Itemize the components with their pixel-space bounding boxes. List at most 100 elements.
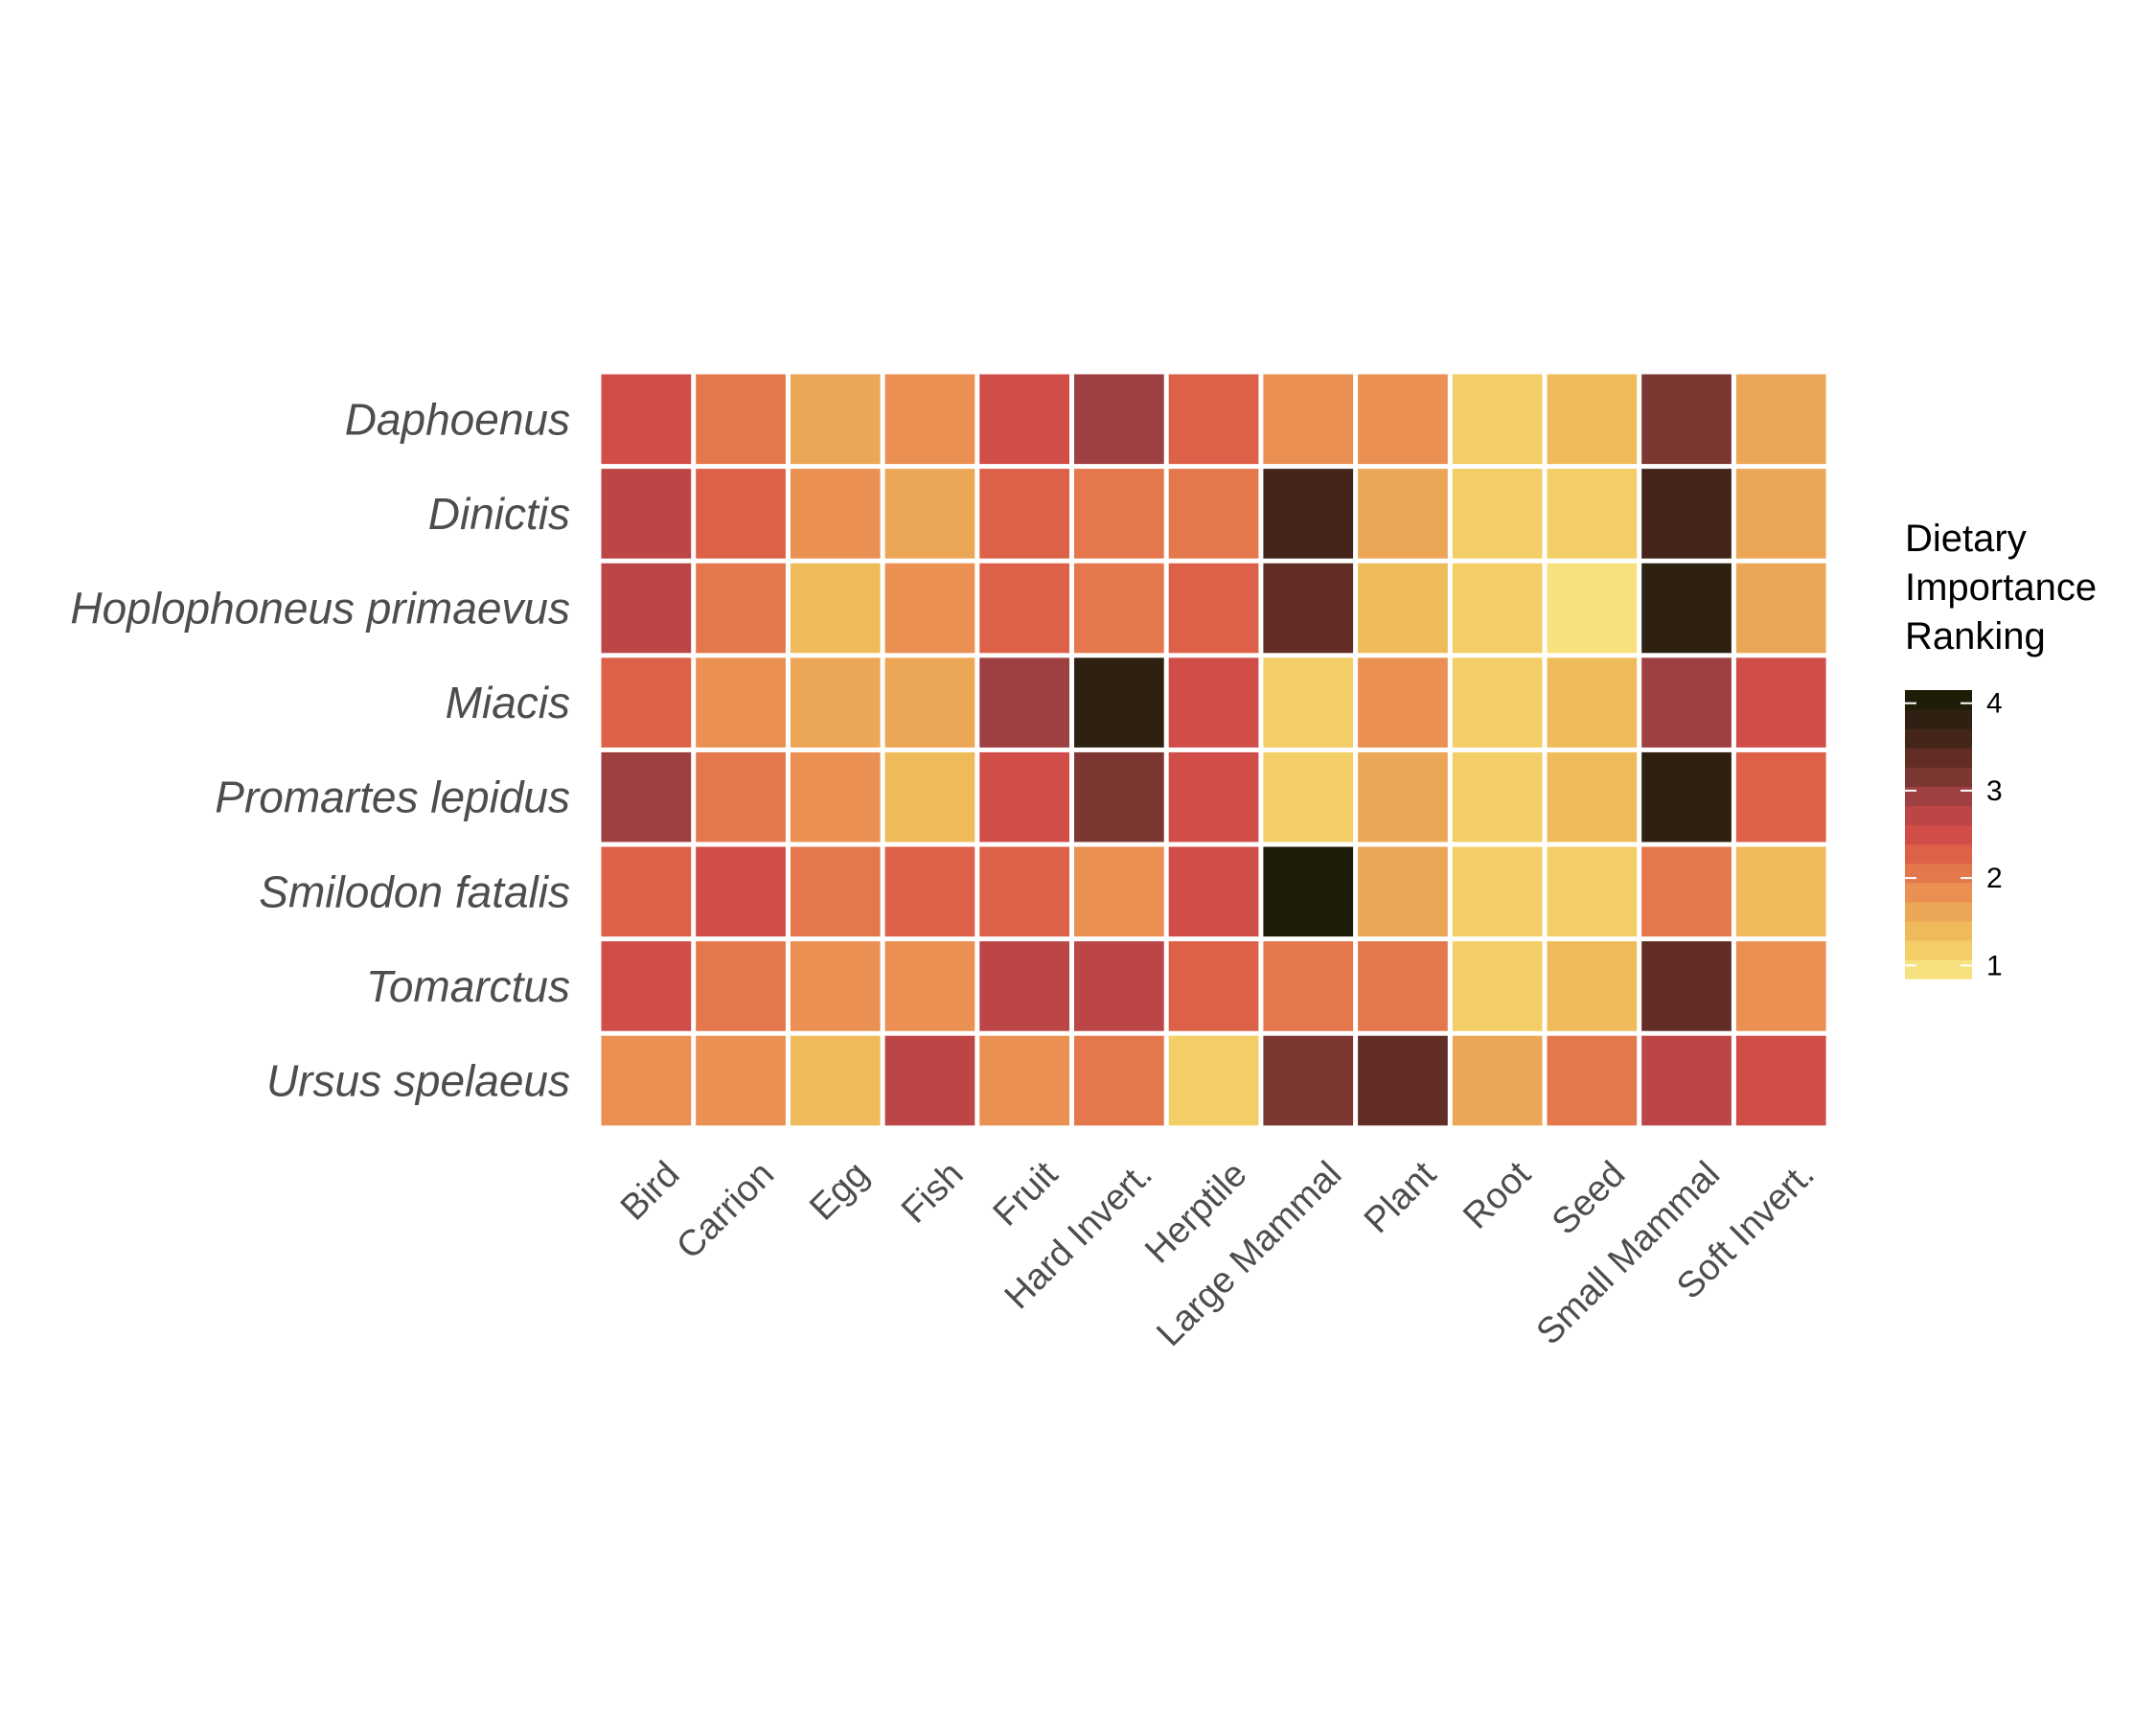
heatmap-cell-miacis-hard-invert (1074, 657, 1164, 748)
colorbar-band (1905, 767, 1972, 787)
colorbar-band (1905, 805, 1972, 826)
heatmap-cell-daphoenus-root (1452, 374, 1543, 465)
heatmap-cells (601, 374, 1826, 1126)
colorbar-legend: Dietary Importance Ranking 1 2 3 4 (1905, 518, 2097, 981)
colorbar-band (1905, 901, 1972, 922)
heatmap-cell-smilodon-fatalis-fruit (979, 846, 1069, 937)
colorbar-tick-label-1: 1 (1986, 950, 2003, 981)
colorbar-band (1905, 786, 1972, 806)
column-label-bird: Bird (613, 1154, 687, 1228)
row-labels: Daphoenus Dinictis Hoplophoneus primaevus M… (70, 394, 570, 1105)
heatmap-cell-smilodon-fatalis-soft-invert (1735, 846, 1826, 937)
heatmap-cell-dinictis-root (1452, 469, 1543, 559)
colorbar-bands (1905, 690, 1972, 980)
row-label-ursus-spelaeus: Ursus spelaeus (266, 1056, 570, 1106)
heatmap-cell-ursus-spelaeus-fish (884, 1035, 975, 1126)
heatmap-cell-promartes-lepidus-bird (601, 751, 692, 842)
heatmap-cell-tomarctus-fruit (979, 941, 1069, 1031)
heatmap-cell-hoplophoneus-primaevus-plant (1358, 563, 1448, 654)
heatmap-cell-hoplophoneus-primaevus-hard-invert (1074, 563, 1164, 654)
heatmap-cell-smilodon-fatalis-fish (884, 846, 975, 937)
heatmap-cell-miacis-root (1452, 657, 1543, 748)
heatmap-cell-tomarctus-large-mammal (1263, 941, 1354, 1031)
heatmap-cell-hoplophoneus-primaevus-fruit (979, 563, 1069, 654)
heatmap-cell-ursus-spelaeus-carrion (696, 1035, 786, 1126)
legend-title-line-2: Importance (1905, 566, 2097, 609)
row-label-promartes-lepidus: Promartes lepidus (215, 773, 570, 822)
heatmap-cell-smilodon-fatalis-small-mammal (1641, 846, 1732, 937)
heatmap-cell-daphoenus-soft-invert (1735, 374, 1826, 465)
heatmap-cell-miacis-fish (884, 657, 975, 748)
row-label-smilodon-fatalis: Smilodon fatalis (259, 866, 570, 916)
heatmap-cell-hoplophoneus-primaevus-herptile (1168, 563, 1259, 654)
heatmap-cell-tomarctus-hard-invert (1074, 941, 1164, 1031)
colorbar-tick-label-2: 2 (1986, 863, 2003, 894)
column-label-fish: Fish (894, 1154, 971, 1231)
colorbar-band (1905, 728, 1972, 749)
heatmap-cell-promartes-lepidus-plant (1358, 751, 1448, 842)
heatmap-cell-promartes-lepidus-large-mammal (1263, 751, 1354, 842)
heatmap-cell-daphoenus-large-mammal (1263, 374, 1354, 465)
heatmap-cell-miacis-egg (790, 657, 881, 748)
row-label-daphoenus: Daphoenus (345, 394, 570, 444)
row-label-tomarctus: Tomarctus (366, 961, 570, 1011)
colorbar-ticks: 1 2 3 4 (1905, 688, 2003, 981)
heatmap-cell-promartes-lepidus-hard-invert (1074, 751, 1164, 842)
heatmap-cell-tomarctus-egg (790, 941, 881, 1031)
heatmap-cell-hoplophoneus-primaevus-fish (884, 563, 975, 654)
heatmap-cell-ursus-spelaeus-egg (790, 1035, 881, 1126)
heatmap-cell-miacis-small-mammal (1641, 657, 1732, 748)
heatmap-cell-dinictis-fish (884, 469, 975, 559)
heatmap-cell-hoplophoneus-primaevus-bird (601, 563, 692, 654)
heatmap-cell-miacis-fruit (979, 657, 1069, 748)
column-label-fruit: Fruit (986, 1154, 1067, 1234)
heatmap-cell-dinictis-egg (790, 469, 881, 559)
heatmap-cell-smilodon-fatalis-hard-invert (1074, 846, 1164, 937)
heatmap-cell-hoplophoneus-primaevus-carrion (696, 563, 786, 654)
heatmap-cell-smilodon-fatalis-large-mammal (1263, 846, 1354, 937)
heatmap-cell-hoplophoneus-primaevus-soft-invert (1735, 563, 1826, 654)
heatmap-cell-daphoenus-carrion (696, 374, 786, 465)
heatmap-cell-smilodon-fatalis-bird (601, 846, 692, 937)
heatmap-cell-hoplophoneus-primaevus-small-mammal (1641, 563, 1732, 654)
colorbar-band (1905, 824, 1972, 845)
column-label-egg: Egg (802, 1154, 877, 1229)
heatmap-cell-miacis-herptile (1168, 657, 1259, 748)
colorbar-band (1905, 920, 1972, 941)
heatmap-cell-ursus-spelaeus-soft-invert (1735, 1035, 1826, 1126)
colorbar-band (1905, 882, 1972, 903)
heatmap-cell-tomarctus-root (1452, 941, 1543, 1031)
row-label-hoplophoneus-primaevus: Hoplophoneus primaevus (70, 584, 570, 634)
heatmap-cell-ursus-spelaeus-root (1452, 1035, 1543, 1126)
heatmap-cell-ursus-spelaeus-herptile (1168, 1035, 1259, 1126)
heatmap-cell-smilodon-fatalis-seed (1547, 846, 1638, 937)
heatmap-cell-promartes-lepidus-herptile (1168, 751, 1259, 842)
colorbar-tick-label-3: 3 (1986, 775, 2003, 807)
legend-title-line-1: Dietary (1905, 518, 2027, 560)
legend-title-line-3: Ranking (1905, 615, 2046, 657)
row-label-dinictis: Dinictis (428, 489, 570, 539)
colorbar-band (1905, 748, 1972, 768)
heatmap-cell-daphoenus-egg (790, 374, 881, 465)
heatmap-cell-ursus-spelaeus-bird (601, 1035, 692, 1126)
heatmap-cell-ursus-spelaeus-seed (1547, 1035, 1638, 1126)
heatmap-cell-ursus-spelaeus-hard-invert (1074, 1035, 1164, 1126)
column-label-plant: Plant (1357, 1154, 1444, 1241)
heatmap-cell-smilodon-fatalis-carrion (696, 846, 786, 937)
heatmap-cell-tomarctus-fish (884, 941, 975, 1031)
heatmap-cell-promartes-lepidus-root (1452, 751, 1543, 842)
heatmap-cell-tomarctus-seed (1547, 941, 1638, 1031)
heatmap-cell-miacis-soft-invert (1735, 657, 1826, 748)
heatmap-cell-dinictis-fruit (979, 469, 1069, 559)
heatmap-cell-promartes-lepidus-fish (884, 751, 975, 842)
heatmap-cell-tomarctus-herptile (1168, 941, 1259, 1031)
heatmap-cell-daphoenus-herptile (1168, 374, 1259, 465)
heatmap-cell-smilodon-fatalis-egg (790, 846, 881, 937)
heatmap-cell-daphoenus-seed (1547, 374, 1638, 465)
heatmap-cell-smilodon-fatalis-herptile (1168, 846, 1259, 937)
row-label-miacis: Miacis (446, 678, 570, 727)
heatmap-cell-ursus-spelaeus-fruit (979, 1035, 1069, 1126)
heatmap-cell-daphoenus-plant (1358, 374, 1448, 465)
